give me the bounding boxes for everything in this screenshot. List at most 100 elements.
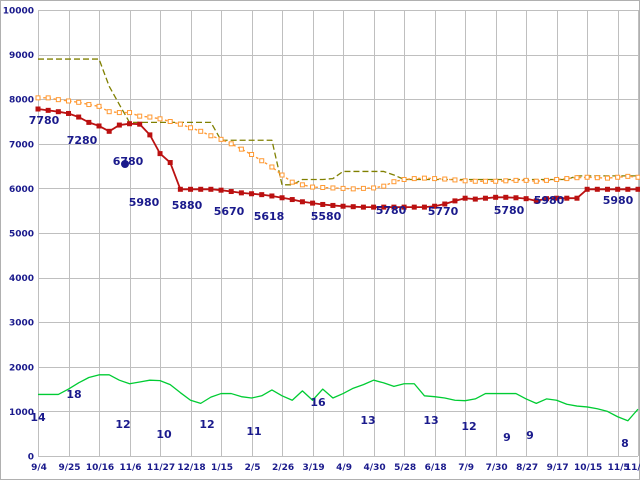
data-point-marker — [635, 174, 640, 180]
grid-group — [38, 10, 639, 457]
data-point-label: 5980 — [603, 194, 634, 207]
y-tick-label: 9000 — [9, 51, 34, 61]
data-point-marker — [421, 204, 427, 210]
data-point-marker — [493, 194, 499, 200]
data-point-marker — [228, 189, 234, 195]
data-point-marker — [411, 176, 417, 182]
data-point-marker — [330, 202, 336, 208]
x-tick-label: 9/17 — [547, 463, 569, 473]
x-tick-label: 10/15 — [574, 463, 602, 473]
data-point-marker — [116, 110, 122, 116]
data-point-marker — [76, 99, 82, 105]
data-point-marker — [594, 175, 600, 181]
data-point-label: 10 — [156, 428, 172, 441]
data-point-marker — [472, 196, 478, 202]
data-point-marker — [503, 194, 509, 200]
x-axis-tick-labels: 9/4 9/25 10/16 11/6 11/27 12/18 1/15 2/5 2/26 3/1… — [31, 463, 640, 473]
data-point-label: 5618 — [254, 210, 285, 223]
x-tick-label: 4/9 — [336, 463, 352, 473]
data-point-marker — [269, 193, 275, 199]
data-point-marker — [208, 133, 214, 139]
data-point-marker — [45, 107, 51, 113]
data-point-label: 16 — [310, 396, 326, 409]
data-point-marker — [604, 186, 610, 192]
data-point-marker — [55, 97, 61, 103]
data-point-marker — [188, 125, 194, 131]
data-point-marker — [533, 198, 539, 204]
data-point-marker — [615, 186, 621, 192]
data-point-marker — [218, 136, 224, 142]
data-point-marker — [279, 172, 285, 178]
data-point-marker — [208, 186, 214, 192]
data-point-marker — [238, 146, 244, 152]
data-point-marker — [513, 177, 519, 183]
data-point-marker — [310, 200, 316, 206]
data-point-marker — [564, 195, 570, 201]
data-point-label: 5670 — [214, 205, 245, 218]
data-point-marker — [442, 201, 448, 207]
y-tick-label: 8000 — [9, 96, 34, 106]
y-tick-label: 7000 — [9, 140, 34, 150]
data-point-label: 5880 — [172, 199, 203, 212]
data-point-marker — [55, 109, 61, 115]
data-point-marker — [503, 178, 509, 184]
data-point-marker — [269, 164, 275, 170]
data-point-label: 12 — [199, 418, 214, 431]
series-volume — [38, 374, 639, 422]
data-point-marker — [86, 119, 92, 125]
x-tick-label: 7/9 — [458, 463, 474, 473]
data-point-label: 6780 — [113, 155, 144, 168]
data-point-marker — [157, 151, 163, 157]
data-point-marker — [228, 141, 234, 147]
data-point-marker — [188, 186, 194, 192]
data-point-marker — [574, 195, 580, 201]
x-tick-label: 9/25 — [58, 463, 80, 473]
data-point-marker — [452, 198, 458, 204]
data-point-label: 5980 — [129, 196, 160, 209]
y-tick-label: 6000 — [9, 185, 34, 195]
data-point-marker — [259, 192, 265, 198]
data-point-marker — [167, 160, 173, 166]
data-point-marker — [574, 175, 580, 181]
data-point-label: 5770 — [428, 205, 459, 218]
data-point-label: 12 — [115, 418, 130, 431]
data-point-marker — [421, 175, 427, 181]
data-point-labels: 7780 7280 6780 5980 5880 5670 5618 5580 5780 5770… — [29, 114, 634, 450]
data-point-marker — [554, 176, 560, 182]
series-line-volume — [38, 374, 639, 422]
data-point-label: 5780 — [494, 204, 525, 217]
data-point-label: 5780 — [376, 204, 407, 217]
data-point-marker — [391, 204, 397, 210]
data-point-marker — [147, 132, 153, 138]
x-tick-label: 11/27 — [147, 463, 175, 473]
data-point-marker — [452, 177, 458, 183]
y-tick-label: 0 — [28, 453, 34, 463]
y-tick-label: 3000 — [9, 319, 34, 329]
x-tick-label: 11/6 — [119, 463, 141, 473]
data-point-marker — [299, 182, 305, 188]
x-tick-label: 10/16 — [86, 463, 114, 473]
data-point-label: 13 — [423, 414, 438, 427]
axis-group — [38, 10, 638, 457]
data-point-marker — [86, 102, 92, 108]
data-point-marker — [625, 173, 631, 179]
data-point-marker — [45, 95, 51, 101]
data-point-marker — [320, 201, 326, 207]
data-point-marker — [391, 179, 397, 185]
data-point-label: 5580 — [311, 210, 342, 223]
data-point-marker — [137, 113, 143, 119]
data-point-marker — [604, 175, 610, 181]
x-tick-label: 6/18 — [425, 463, 447, 473]
data-point-marker — [625, 186, 631, 192]
x-tick-label: 9/4 — [31, 463, 47, 473]
data-point-marker — [350, 186, 356, 192]
data-point-marker — [472, 178, 478, 184]
data-point-marker — [360, 204, 366, 210]
data-point-marker — [371, 185, 377, 191]
data-point-label: 14 — [30, 411, 46, 424]
data-point-marker — [350, 204, 356, 210]
data-point-marker — [371, 204, 377, 210]
y-tick-label: 4000 — [9, 274, 34, 284]
data-point-marker — [320, 185, 326, 191]
